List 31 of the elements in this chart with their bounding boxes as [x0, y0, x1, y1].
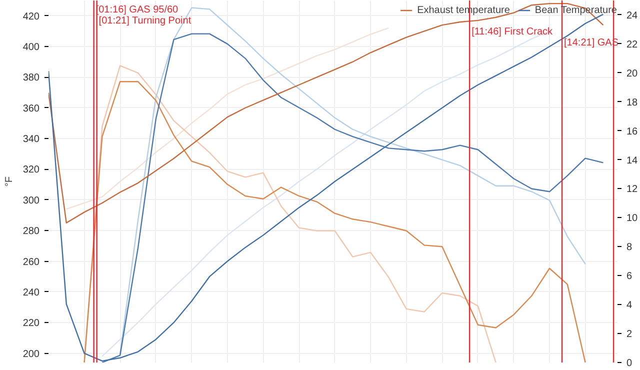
y-tick-label: 300: [22, 195, 40, 206]
y2-tick-label: 18: [626, 97, 638, 108]
y2-tick-label: 8: [626, 242, 632, 254]
annotation: [01:21] Turning Point: [98, 16, 192, 26]
y-tick-label: 340: [22, 134, 40, 146]
y-tick-label: 400: [22, 42, 40, 54]
y-axis-title: °F: [4, 176, 15, 187]
annotation: [11:46] First Crack: [472, 26, 554, 38]
y2-tick-label: 16: [626, 126, 638, 138]
line-series: [66, 28, 390, 210]
y2-tick-label: 12: [626, 184, 638, 196]
y-tick-label: 420: [22, 11, 40, 22]
y2-tick-label: 0: [626, 358, 632, 369]
y2-tick-label: 20: [626, 68, 638, 80]
line-series: [84, 80, 586, 362]
y-tick-label: 280: [22, 226, 40, 238]
y-tick-label: 380: [22, 72, 40, 84]
y-tick-label: 260: [22, 256, 40, 268]
y2-tick-label: 6: [626, 271, 632, 282]
y2-tick-label: 4: [626, 300, 632, 312]
y2-tick-label: 10: [626, 213, 638, 224]
y2-tick-label: 22: [626, 39, 638, 50]
y-tick-label: 200: [22, 348, 40, 360]
y-tick-label: 240: [22, 287, 40, 298]
y-tick-label: 220: [22, 318, 40, 330]
y2-tick-label: 24: [626, 10, 638, 22]
y-tick-label: 320: [22, 164, 40, 176]
y-tick-label: 360: [22, 103, 40, 114]
y2-tick-label: 14: [626, 155, 638, 166]
line-series: [84, 65, 496, 362]
y2-tick-label: 2: [626, 329, 632, 340]
